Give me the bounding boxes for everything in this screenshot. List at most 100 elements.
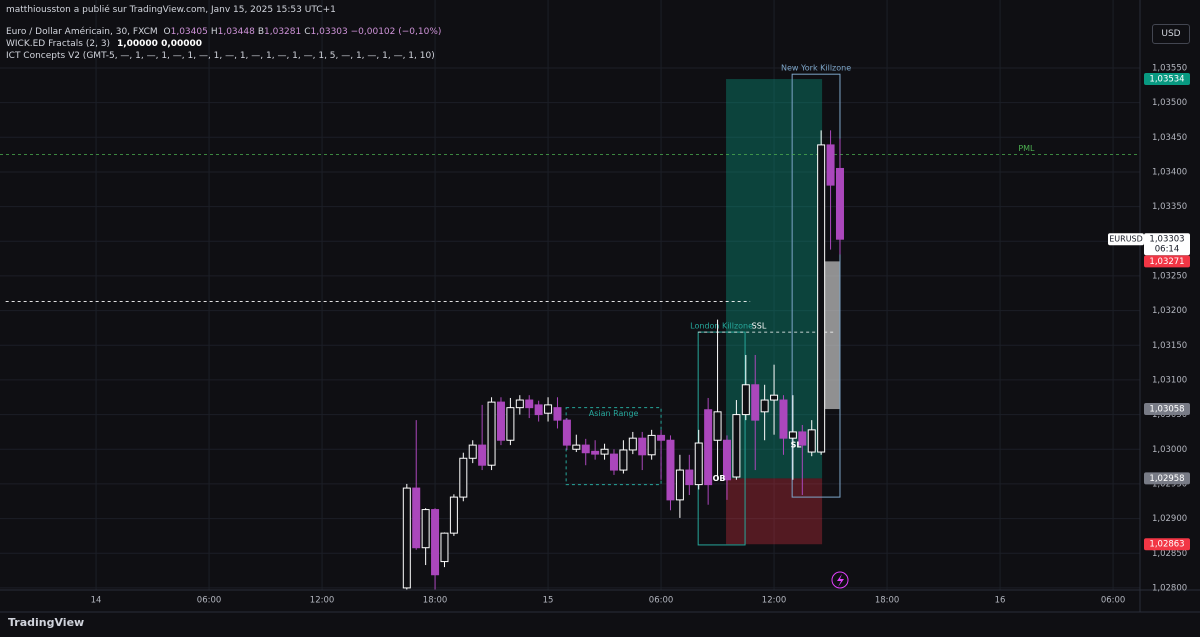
price-tag bbox=[1144, 403, 1190, 416]
change: −0,00102 (−0,10%) bbox=[350, 27, 442, 37]
x-tick-label: 14 bbox=[91, 596, 102, 606]
y-tick-label: 1,03500 bbox=[1152, 98, 1187, 108]
last-price-tag bbox=[1144, 233, 1190, 256]
axes: 1,03550 1,03500 1,03450 1,03400 1,03350 1,033… bbox=[91, 63, 1190, 606]
candle-body bbox=[600, 448, 609, 455]
price-tag-label: 1,03534 bbox=[1149, 75, 1184, 85]
marker-label: SL bbox=[791, 441, 802, 450]
indicator-values: 1,00000 0,00000 bbox=[116, 39, 203, 49]
candle-body bbox=[515, 399, 524, 409]
candle-body bbox=[704, 409, 713, 486]
session-box bbox=[697, 331, 746, 546]
level-label: PML bbox=[1018, 144, 1035, 153]
candle-body bbox=[402, 487, 411, 589]
y-tick-label: 1,03250 bbox=[1152, 271, 1187, 281]
y-tick-label: 1,03000 bbox=[1152, 445, 1187, 455]
ohlc-key: B bbox=[257, 27, 265, 37]
price-tag-label: 1,03058 bbox=[1149, 405, 1184, 415]
candle-body bbox=[544, 404, 553, 414]
candle-body bbox=[835, 167, 844, 240]
alert-icon[interactable] bbox=[831, 571, 849, 589]
x-tick-label: 12:00 bbox=[762, 596, 787, 606]
ohlc: O1,03405 H1,03448 B1,03281 C1,03303 bbox=[161, 27, 348, 37]
x-tick-label: 06:00 bbox=[1101, 596, 1126, 606]
session-label: Asian Range bbox=[589, 409, 639, 418]
ohlc-key: C bbox=[304, 27, 311, 37]
price-tag bbox=[1144, 255, 1190, 268]
candle-body bbox=[553, 407, 562, 421]
candle-body bbox=[459, 457, 468, 498]
candle-body bbox=[431, 509, 440, 576]
grid bbox=[0, 0, 1140, 590]
y-tick-label: 1,03150 bbox=[1152, 341, 1187, 351]
y-tick-label: 1,02950 bbox=[1152, 479, 1187, 489]
y-tick-label: 1,03350 bbox=[1152, 202, 1187, 212]
candle-body bbox=[732, 414, 741, 478]
candle-body bbox=[741, 384, 750, 416]
x-tick-label: 18:00 bbox=[423, 596, 448, 606]
candle-body bbox=[807, 429, 816, 453]
y-tick-label: 1,03550 bbox=[1152, 63, 1187, 73]
indicator-name: WICK.ED Fractals (2, 3) bbox=[6, 39, 111, 49]
ohlc-value: 1,03405 bbox=[170, 27, 208, 37]
price-tag bbox=[1144, 73, 1190, 86]
session-box bbox=[791, 73, 841, 498]
indicator-legend: WICK.ED Fractals (2, 3) 1,00000 0,00000 bbox=[6, 38, 202, 50]
symbol-tag bbox=[1108, 233, 1144, 246]
publisher: matthiousston a publié sur TradingView.c… bbox=[6, 5, 336, 15]
x-tick-label: 06:00 bbox=[197, 596, 222, 606]
candle-body bbox=[694, 442, 703, 486]
currency-button[interactable]: USD bbox=[1152, 24, 1190, 44]
x-tick-label: 12:00 bbox=[310, 596, 335, 606]
y-tick-label: 1,03450 bbox=[1152, 133, 1187, 143]
candle-body bbox=[826, 144, 835, 186]
candle-body bbox=[675, 469, 684, 501]
candle-body bbox=[525, 399, 534, 409]
marks: OB SL bbox=[402, 130, 844, 590]
candle-body bbox=[412, 487, 421, 549]
candle-body bbox=[496, 401, 505, 441]
y-tick-label: 1,02800 bbox=[1152, 583, 1187, 593]
ohlc-value: 1,03448 bbox=[217, 27, 255, 37]
price-tag-label: 1,02863 bbox=[1149, 540, 1184, 550]
price-tag-label: 1,02958 bbox=[1149, 474, 1184, 484]
price-tag-label: 1,03271 bbox=[1149, 257, 1184, 267]
candle-body bbox=[798, 431, 807, 446]
level-label: SSL bbox=[752, 322, 767, 331]
y-tick-label: 1,03050 bbox=[1152, 410, 1187, 420]
symbol-legend: Euro / Dollar Américain, 30, FXCM O1,034… bbox=[6, 26, 441, 38]
candle-body bbox=[751, 384, 760, 421]
candle-body bbox=[572, 444, 581, 450]
y-tick-label: 1,02850 bbox=[1152, 549, 1187, 559]
ohlc-value: 1,03303 bbox=[310, 27, 348, 37]
ohlc-key: H bbox=[210, 27, 218, 37]
y-tick-label: 1,02900 bbox=[1152, 514, 1187, 524]
candle-body bbox=[487, 401, 496, 466]
candle-body bbox=[591, 450, 600, 455]
candle-body bbox=[506, 407, 515, 441]
marker-label: OB bbox=[713, 474, 726, 483]
y-tick-label: 1,03100 bbox=[1152, 375, 1187, 385]
candle-body bbox=[562, 419, 571, 446]
session-label: London Killzone bbox=[690, 322, 753, 331]
price-tag bbox=[1144, 538, 1190, 551]
footer-logo: TradingView bbox=[8, 616, 85, 629]
candle-body bbox=[468, 444, 477, 459]
position-zone bbox=[726, 478, 823, 545]
candle-body bbox=[638, 437, 647, 456]
symbol: Euro / Dollar Américain, 30, FXCM bbox=[6, 27, 158, 37]
candle-body bbox=[647, 434, 656, 456]
countdown-label: 06:14 bbox=[1155, 245, 1180, 255]
candle-body bbox=[779, 399, 788, 439]
candle-body bbox=[760, 399, 769, 413]
y-tick-label: 1,03200 bbox=[1152, 306, 1187, 316]
x-tick-label: 18:00 bbox=[875, 596, 900, 606]
candle-body bbox=[478, 444, 487, 466]
y-tick-label: 1,03400 bbox=[1152, 167, 1187, 177]
candle-body bbox=[581, 444, 590, 454]
candle-body bbox=[609, 453, 618, 471]
candle-body bbox=[685, 469, 694, 486]
